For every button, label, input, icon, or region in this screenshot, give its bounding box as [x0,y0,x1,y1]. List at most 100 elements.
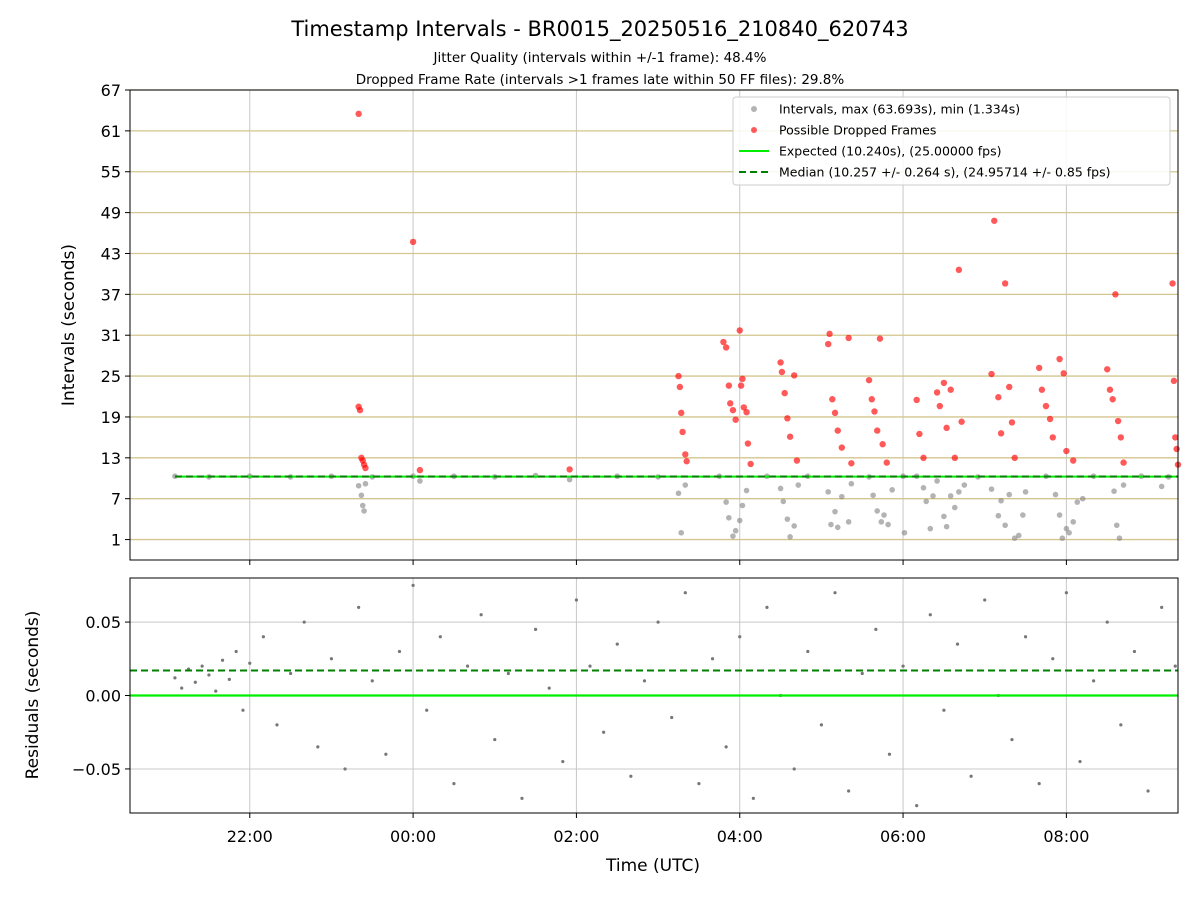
legend-box [732,96,1171,186]
residuals-y-tick-label: 0.00 [85,687,121,706]
residual-point [683,591,687,595]
chart-subtitle-dropped: Dropped Frame Rate (intervals >1 frames … [356,72,845,88]
interval-point [362,480,369,487]
interval-point [834,524,841,531]
interval-point [927,525,934,532]
interval-point [361,508,367,514]
residual-point [1173,664,1177,668]
interval-point [878,519,885,525]
residual-point [1010,737,1014,742]
dropped-frame-point [1042,402,1050,410]
intervals-y-tick-label: 7 [111,490,121,509]
residual-point [874,627,878,632]
dropped-frame-point [736,327,743,334]
interval-point [943,523,950,530]
chart-title: Timestamp Intervals - BR0015_20250516_21… [290,17,908,42]
interval-point [358,492,365,499]
intervals-y-tick-label: 49 [101,204,121,223]
intervals-y-tick-label: 13 [101,449,121,468]
dropped-frame-point [1035,364,1043,372]
dropped-frame-point [740,404,748,411]
interval-point [730,533,736,539]
interval-point [417,478,423,484]
dropped-frame-point [834,427,841,434]
intervals-plot: 1 7 13 19 25 31 37 43 49 55 61 67 Intervals, max (63… [101,81,1182,565]
interval-point [1120,482,1127,488]
dropped-frame-point [913,396,920,404]
residual-point [588,664,592,668]
interval-point [1052,491,1059,498]
residual-point [343,767,347,771]
dropped-frame-point [838,444,846,451]
dropped-frame-point [920,454,927,462]
intervals-y-tick-label: 55 [101,163,121,182]
residual-point [738,635,742,639]
residual-point [275,723,279,727]
dropped-frame-point [826,330,833,338]
dropped-frame-point [675,372,682,380]
interval-point [848,480,855,487]
residual-point [479,613,483,617]
legend-marker-dropped-frames [751,127,757,133]
interval-point [777,485,784,492]
residual-point [316,745,320,749]
dropped-frame-point [1170,377,1178,385]
residual-point [173,676,177,680]
residual-point [1092,679,1096,683]
dropped-frame-point [845,334,852,342]
residual-point [969,774,973,778]
interval-point [988,486,995,492]
legend-entry-expected: Expected (10.240s), (25.00000 fps) [779,144,1001,159]
dropped-frame-point [732,416,739,423]
residual-point [887,752,892,756]
residual-point [942,708,946,712]
interval-point [1074,499,1081,505]
interval-point [359,502,366,509]
residual-point [697,782,701,786]
residual-point [411,583,415,587]
legend-marker-intervals [751,106,757,112]
residual-point [1160,605,1164,609]
interval-point [736,517,743,524]
residual-point [438,635,442,639]
interval-point [998,497,1004,504]
residual-point [819,723,824,727]
chart-subtitle-jitter: Jitter Quality (intervals within +/-1 fr… [433,50,767,66]
dropped-frame-point [991,217,998,224]
residual-point [302,620,306,624]
dropped-frame-point [879,441,886,448]
x-tick-label: 08:00 [1043,827,1089,846]
residual-point [983,598,987,602]
dropped-frame-point [1104,366,1111,373]
residual-point [248,661,252,665]
dropped-frame-point [355,110,362,118]
dropped-frame-point [781,389,788,397]
residual-point [207,673,211,677]
dropped-frame-point [997,430,1005,437]
residual-point [574,598,579,602]
dropped-frame-point [943,424,950,432]
interval-point [1022,489,1029,495]
dropped-frame-point [747,460,754,468]
interval-point [889,487,895,493]
residual-point [561,759,565,764]
residual-point [193,680,197,684]
residual-point [1119,723,1123,727]
residual-point [847,789,851,793]
interval-point [825,489,832,495]
dropped-frame-point [1038,386,1046,393]
interval-point [784,516,791,522]
dropped-frame-point [356,406,364,414]
interval-point [678,529,685,536]
dropped-frame-point [778,368,786,376]
dropped-frame-point [1008,419,1016,426]
interval-point [787,534,793,540]
residual-point [1064,591,1068,595]
interval-point [780,498,787,505]
dropped-frame-point [1070,457,1077,464]
residual-point [506,671,510,676]
dropped-frame-point [936,402,944,410]
dropped-frame-point [1172,434,1179,441]
residual-point [357,605,361,609]
